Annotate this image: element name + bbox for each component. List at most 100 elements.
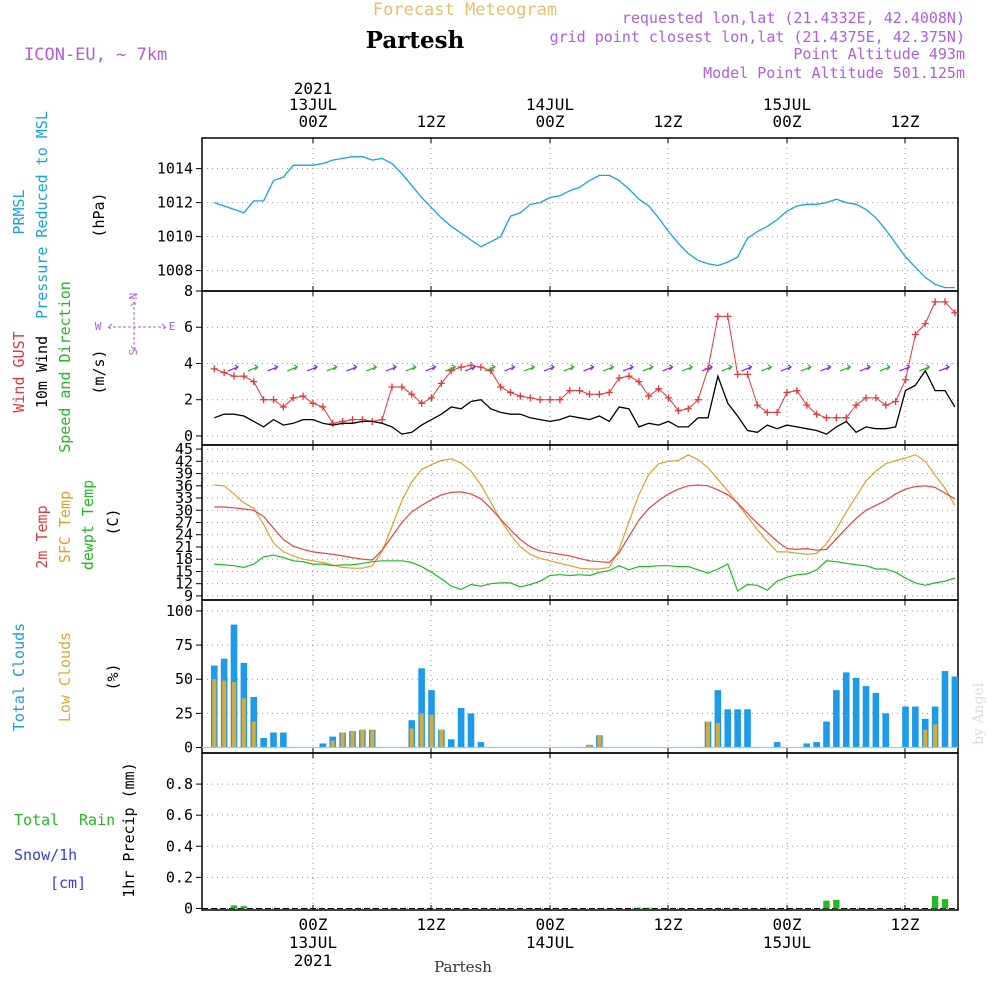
total-cloud-bar (260, 737, 267, 748)
y-tick-label: 39 (175, 465, 193, 483)
bottom-hour-label: 12Z (891, 915, 920, 934)
gust-marker (744, 370, 751, 378)
y-label-unit: (hPa) (90, 192, 108, 237)
wind-direction-arrow (267, 364, 279, 372)
y-tick-label: 0 (184, 739, 193, 757)
top-hour-label: 12Z (654, 112, 683, 131)
low-cloud-bar (340, 732, 345, 748)
low-cloud-bar (232, 681, 236, 748)
rain-bar (931, 896, 939, 909)
gust-marker (556, 396, 564, 404)
y-tick-label: 27 (175, 514, 193, 532)
gust-line (214, 301, 956, 424)
low-cloud-bar (923, 729, 928, 748)
gust-marker (605, 388, 613, 396)
rain-bar (240, 906, 248, 909)
wind-direction-arrow (919, 364, 931, 372)
compass-south: S (127, 349, 140, 356)
low-cloud-bar (439, 729, 444, 748)
total-cloud-bar (714, 690, 722, 748)
y-tick-label: 21 (175, 538, 193, 556)
y-tick-label: 50 (175, 670, 193, 688)
total-cloud-bar (734, 709, 741, 748)
y-label-direction: Speed and Direction (56, 281, 74, 453)
top-day-label: 14JUL (526, 95, 574, 114)
top-day-label: 13JUL (289, 95, 337, 114)
credit-watermark: by Angel (971, 682, 987, 745)
bottom-day-label: 14JUL (526, 933, 574, 952)
gust-marker (497, 383, 505, 391)
rain-bar (635, 907, 643, 909)
y-tick-label: 6 (184, 318, 193, 336)
gust-marker (763, 408, 771, 416)
compass-east: E (169, 320, 176, 333)
rain-bar (833, 899, 840, 909)
gust-marker (674, 407, 682, 415)
wind-direction-arrow (366, 364, 378, 372)
gust-marker (270, 396, 277, 404)
wind-direction-arrow (721, 364, 733, 372)
gust-marker (309, 399, 317, 407)
gust-marker (655, 385, 663, 393)
gust-marker (418, 399, 426, 407)
y-label-unit: (C) (104, 508, 122, 535)
info-requested: requested lon,lat (21.4332E, 42.4008N) (622, 9, 965, 27)
total-cloud-bar (852, 677, 860, 748)
gust-marker (714, 312, 722, 320)
legend-rain: Rain (79, 811, 115, 829)
wind-direction-arrow (780, 364, 792, 372)
gust-marker (566, 387, 574, 395)
low-cloud-bar (251, 721, 256, 748)
panel-frame (201, 137, 959, 292)
gust-marker (902, 376, 909, 384)
gust-marker (615, 374, 623, 382)
panel-frame (201, 752, 959, 911)
gust-marker (951, 309, 959, 317)
total-cloud-bar (457, 707, 465, 748)
pressure-line (214, 156, 955, 289)
total-cloud-bar (813, 742, 820, 748)
gust-marker (773, 408, 781, 416)
temperature-panel-labels: 2m Temp SFC Temp dewpt Temp (C) (33, 480, 122, 570)
low-cloud-bar (222, 680, 227, 748)
gust-marker (378, 416, 386, 424)
y-tick-label: 36 (175, 477, 193, 495)
gust-marker (813, 410, 821, 418)
y-label-dewpt: dewpt Temp (79, 480, 97, 570)
gust-marker (477, 363, 485, 371)
precip-panel-labels: Total Rain Snow/1h [cm] 1hr Precip (mm) (14, 762, 138, 897)
wind-direction-arrow (840, 364, 852, 372)
info-model-altitude: Model Point Altitude 501.125m (703, 64, 965, 82)
total-cloud-bar (418, 668, 425, 748)
wind-10m-line (214, 369, 956, 435)
gust-marker (921, 320, 929, 328)
wind-panel-labels: Wind GUST 10m Wind Speed and Direction (… (10, 281, 175, 453)
gust-marker (941, 298, 949, 306)
gust-marker (260, 396, 268, 404)
gust-marker (546, 396, 554, 404)
bottom-hour-label: 00Z (299, 915, 328, 934)
wind-direction-arrow (642, 364, 654, 372)
bottom-year-label: 2021 (294, 951, 333, 970)
gust-marker (526, 394, 534, 402)
y-tick-label: 0.2 (166, 868, 193, 886)
y-label-low-clouds: Low Clouds (56, 632, 74, 722)
rain-bar (645, 907, 652, 909)
y-tick-label: 75 (175, 636, 193, 654)
gust-marker (299, 392, 307, 400)
gust-marker (240, 372, 248, 380)
gust-marker (516, 392, 524, 400)
y-label-2m-temp: 2m Temp (33, 505, 51, 568)
bottom-hour-label: 12Z (417, 915, 446, 934)
panel-clouds: 0 25 50 75 100 (166, 599, 959, 757)
wind-direction-arrow (287, 364, 299, 372)
y-label-gust: Wind GUST (10, 331, 28, 412)
total-cloud-bar (319, 743, 327, 748)
y-label-precip: 1hr Precip (mm) (120, 762, 138, 897)
y-tick-label: 33 (175, 489, 193, 507)
y-tick-label: 24 (175, 526, 193, 544)
low-cloud-bar (419, 713, 424, 748)
model-label: ICON-EU, ~ 7km (24, 45, 167, 65)
gust-marker (783, 388, 791, 396)
legend-snow: Snow/1h (14, 846, 77, 864)
